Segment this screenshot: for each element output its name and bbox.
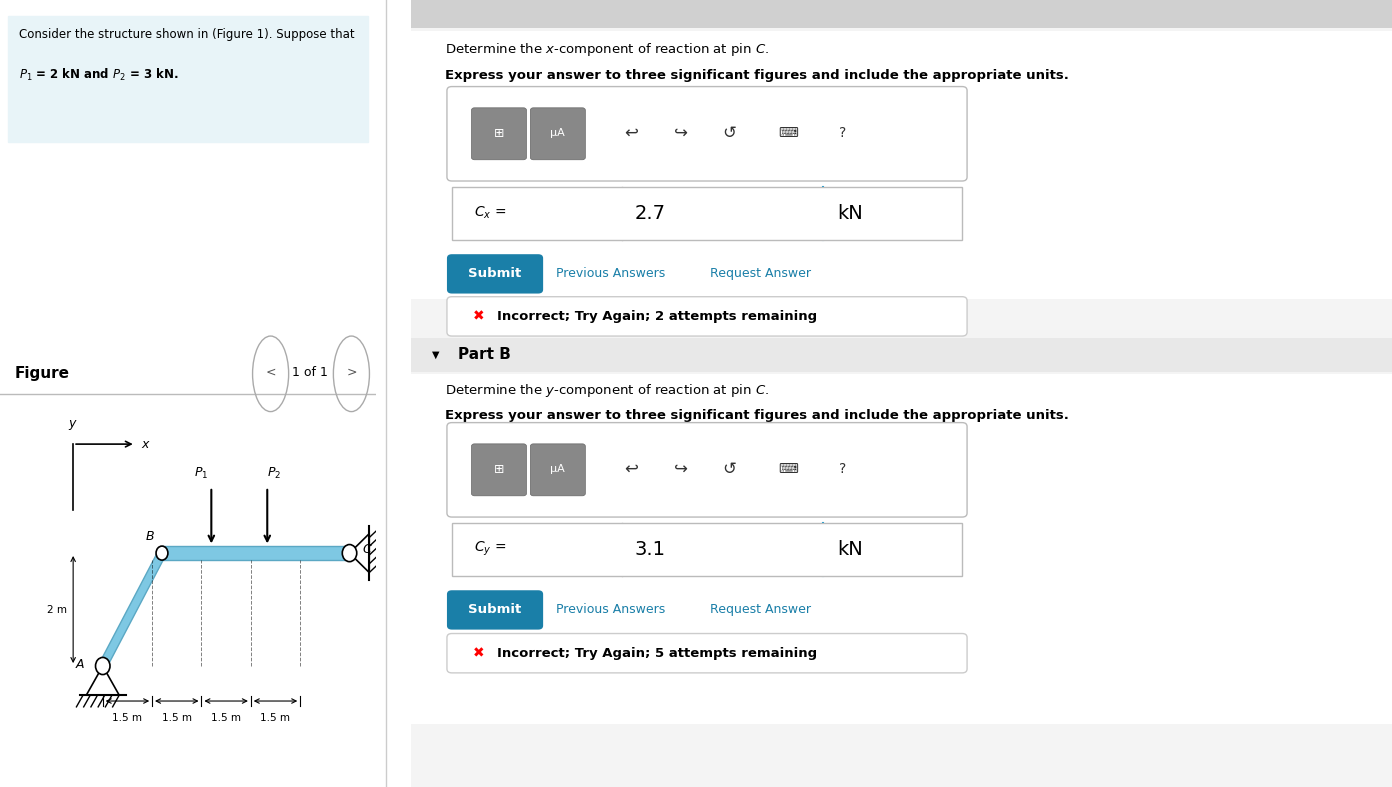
Text: ⊞: ⊞ [494,127,504,139]
Text: $C_x$ =: $C_x$ = [475,205,507,221]
Text: ↺: ↺ [722,460,736,478]
FancyBboxPatch shape [7,16,369,142]
Text: Previous Answers: Previous Answers [555,268,665,280]
Text: Determine the $y$-component of reaction at pin $C$.: Determine the $y$-component of reaction … [445,382,768,399]
Text: 1 of 1: 1 of 1 [292,366,329,379]
Text: Incorrect; Try Again; 2 attempts remaining: Incorrect; Try Again; 2 attempts remaini… [497,310,817,323]
Polygon shape [161,546,349,560]
FancyBboxPatch shape [447,423,967,517]
Polygon shape [99,551,166,668]
Text: 2 m: 2 m [46,604,67,615]
Text: $x$: $x$ [141,438,150,451]
FancyBboxPatch shape [411,374,1392,724]
Text: ✖: ✖ [472,309,484,323]
Text: 1.5 m: 1.5 m [113,713,142,722]
Text: kN: kN [838,540,863,559]
Text: $C_y$ =: $C_y$ = [475,540,507,559]
Text: ⊞: ⊞ [494,463,504,475]
Text: ✖: ✖ [472,646,484,660]
Text: ↩: ↩ [625,460,639,478]
Text: $y$: $y$ [68,419,78,432]
Text: ↪: ↪ [674,460,688,478]
Text: B: B [146,530,155,543]
Text: Express your answer to three significant figures and include the appropriate uni: Express your answer to three significant… [445,69,1069,83]
FancyBboxPatch shape [472,444,526,496]
FancyBboxPatch shape [447,87,967,181]
Text: Request Answer: Request Answer [710,604,812,616]
FancyBboxPatch shape [452,523,962,576]
Text: 2.7: 2.7 [635,204,665,223]
Text: μA: μA [550,128,565,138]
Text: <: < [266,366,276,379]
Text: 3.1: 3.1 [635,540,665,559]
Text: Previous Answers: Previous Answers [555,604,665,616]
Text: kN: kN [838,204,863,223]
Text: $P_2$: $P_2$ [267,466,281,481]
Text: Determine the $x$-component of reaction at pin $C$.: Determine the $x$-component of reaction … [445,41,768,58]
Circle shape [156,546,168,560]
Text: ?: ? [839,462,846,476]
FancyBboxPatch shape [447,590,543,630]
Text: ↩: ↩ [625,124,639,142]
FancyBboxPatch shape [411,31,1392,299]
Text: ⌨: ⌨ [778,462,799,476]
Text: C: C [363,543,372,556]
FancyBboxPatch shape [411,0,1392,28]
Text: Part B: Part B [458,347,511,363]
Text: A: A [77,658,85,671]
FancyBboxPatch shape [447,297,967,336]
Text: 1.5 m: 1.5 m [260,713,291,722]
Text: ▼: ▼ [433,350,440,360]
FancyBboxPatch shape [530,108,585,160]
Text: $P_1$: $P_1$ [193,466,207,481]
Text: ⌨: ⌨ [778,126,799,140]
Text: ?: ? [839,126,846,140]
FancyBboxPatch shape [447,254,543,294]
Text: Request Answer: Request Answer [710,268,812,280]
Text: 1.5 m: 1.5 m [161,713,192,722]
Text: Consider the structure shown in (Figure 1). Suppose that: Consider the structure shown in (Figure … [19,28,355,41]
FancyBboxPatch shape [530,444,585,496]
Text: μA: μA [550,464,565,474]
FancyBboxPatch shape [411,28,1392,787]
FancyBboxPatch shape [447,634,967,673]
Text: Figure: Figure [15,366,70,381]
Text: Submit: Submit [469,268,522,280]
Text: Submit: Submit [469,604,522,616]
Text: Express your answer to three significant figures and include the appropriate uni: Express your answer to three significant… [445,409,1069,423]
Circle shape [96,657,110,674]
Text: Incorrect; Try Again; 5 attempts remaining: Incorrect; Try Again; 5 attempts remaini… [497,647,817,660]
FancyBboxPatch shape [452,187,962,240]
FancyBboxPatch shape [411,338,1392,372]
Text: 1.5 m: 1.5 m [212,713,241,722]
FancyBboxPatch shape [472,108,526,160]
Text: ↪: ↪ [674,124,688,142]
Text: ↺: ↺ [722,124,736,142]
Circle shape [342,545,356,562]
Text: >: > [347,366,356,379]
Text: $P_1$ = 2 kN and $P_2$ = 3 kN.: $P_1$ = 2 kN and $P_2$ = 3 kN. [19,67,178,83]
